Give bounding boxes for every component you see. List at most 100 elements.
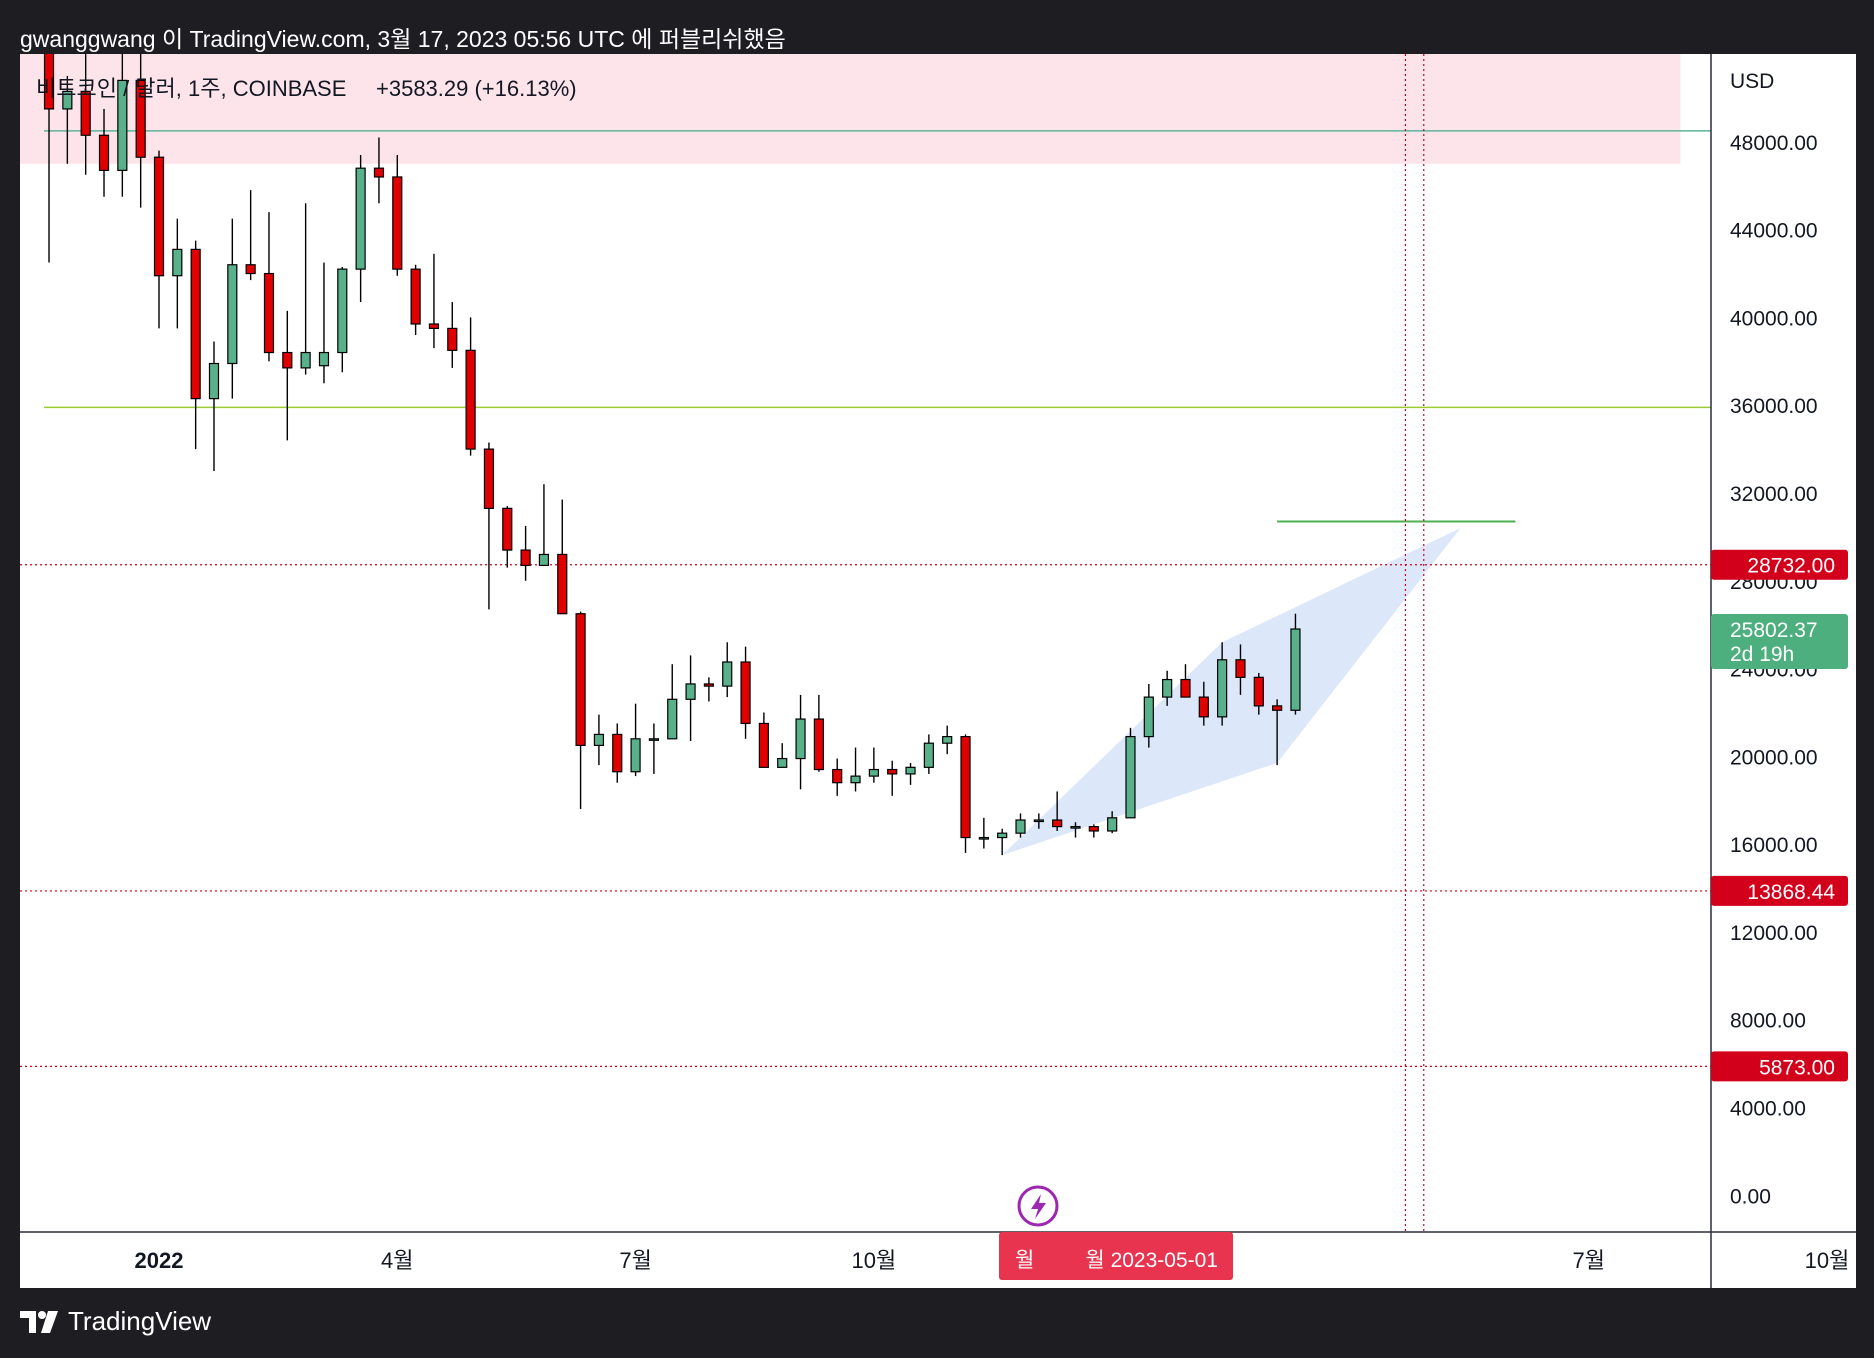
candle[interactable] xyxy=(135,54,146,208)
candle[interactable] xyxy=(1180,664,1191,698)
candle[interactable] xyxy=(1125,727,1136,819)
candle[interactable] xyxy=(1217,642,1228,726)
candle[interactable] xyxy=(43,54,55,263)
y-tick-label: 36000.00 xyxy=(1730,395,1818,418)
y-tick-label: 8000.00 xyxy=(1730,1010,1806,1033)
candle[interactable] xyxy=(685,655,696,741)
candle[interactable] xyxy=(1088,824,1099,838)
candle[interactable] xyxy=(1033,813,1044,829)
candle[interactable] xyxy=(1198,681,1209,726)
candlestick-chart[interactable]: USD 0.00 4000.00 8000.00 12000.00 16000.00 20… xyxy=(20,54,1856,1288)
price-level-tag-text: 28732.00 xyxy=(1747,555,1835,578)
candle[interactable] xyxy=(245,190,256,281)
y-tick-label: 16000.00 xyxy=(1730,834,1818,857)
candle[interactable] xyxy=(373,137,385,204)
candle[interactable] xyxy=(758,712,769,768)
candle[interactable] xyxy=(117,54,128,197)
candle[interactable] xyxy=(98,108,110,197)
candle[interactable] xyxy=(832,758,843,796)
candle[interactable] xyxy=(777,743,788,768)
candle[interactable] xyxy=(355,155,366,303)
candle[interactable] xyxy=(1272,699,1283,766)
candle[interactable] xyxy=(337,266,348,373)
candle[interactable] xyxy=(667,664,678,740)
candle[interactable] xyxy=(575,611,586,810)
price-level-tag: 13868.44 xyxy=(1711,875,1848,906)
candle[interactable] xyxy=(428,253,440,349)
y-tick-label: 4000.00 xyxy=(1730,1098,1806,1121)
candle[interactable] xyxy=(1107,811,1118,834)
chart-frame: USD 0.00 4000.00 8000.00 12000.00 16000.00 20… xyxy=(20,54,1856,1288)
candle[interactable] xyxy=(795,694,806,790)
candle[interactable] xyxy=(593,714,605,766)
legend-change: +3583.29 (+16.13%) xyxy=(376,76,577,101)
candle[interactable] xyxy=(648,723,660,774)
candle[interactable] xyxy=(905,762,916,785)
candle[interactable] xyxy=(1070,822,1081,838)
y-tick-label: 48000.00 xyxy=(1730,132,1818,155)
candle[interactable] xyxy=(850,747,861,792)
candle[interactable] xyxy=(1253,672,1264,715)
candle[interactable] xyxy=(1052,791,1063,831)
candle[interactable] xyxy=(813,694,824,772)
candle[interactable] xyxy=(465,317,476,456)
candle[interactable] xyxy=(942,725,953,755)
candle[interactable] xyxy=(520,525,531,581)
candle[interactable] xyxy=(923,734,934,774)
y-tick-label: 44000.00 xyxy=(1730,220,1818,243)
price-level-tag: 28732.00 xyxy=(1711,549,1848,580)
tradingview-logo-icon xyxy=(20,1310,58,1333)
candle[interactable] xyxy=(1290,613,1301,715)
candle[interactable] xyxy=(868,747,879,783)
candle[interactable] xyxy=(502,506,513,568)
legend-symbol: 비트코인 / 달러, 1주, COINBASE xyxy=(36,76,346,101)
candle[interactable] xyxy=(153,150,165,329)
candle[interactable] xyxy=(227,218,238,399)
candle[interactable] xyxy=(960,734,971,853)
crosshair-time-label: 월 월 2023-05-01 xyxy=(999,1232,1233,1280)
candle[interactable] xyxy=(1143,683,1154,748)
candle[interactable] xyxy=(318,262,330,384)
last-price-text: 25802.37 xyxy=(1730,619,1818,642)
candle[interactable] xyxy=(282,310,293,441)
y-tick-label: 20000.00 xyxy=(1730,746,1818,769)
candle[interactable] xyxy=(300,203,311,375)
x-tick-label: 2022 xyxy=(135,1248,184,1273)
price-level-tag: 5873.00 xyxy=(1711,1051,1848,1082)
y-tick-label: 40000.00 xyxy=(1730,307,1818,330)
candle[interactable] xyxy=(447,302,458,368)
candle[interactable] xyxy=(740,646,751,739)
candle[interactable] xyxy=(703,677,715,702)
candle[interactable] xyxy=(392,155,403,276)
candle[interactable] xyxy=(1015,813,1026,838)
candle[interactable] xyxy=(887,760,898,796)
candle[interactable] xyxy=(1235,644,1246,695)
candle[interactable] xyxy=(483,442,495,610)
candle[interactable] xyxy=(722,642,733,698)
candle[interactable] xyxy=(80,54,91,175)
candle[interactable] xyxy=(172,218,183,329)
candle[interactable] xyxy=(1162,670,1173,706)
candle[interactable] xyxy=(978,817,989,849)
candle[interactable] xyxy=(630,703,641,777)
tradingview-brand: TradingView xyxy=(68,1306,212,1336)
candle[interactable] xyxy=(263,212,275,362)
wedge-pattern-top xyxy=(1002,528,1461,856)
candle[interactable] xyxy=(538,484,550,567)
candle[interactable] xyxy=(62,76,73,164)
candle[interactable] xyxy=(997,828,1008,856)
wedge-pattern xyxy=(1002,528,1461,856)
x-tick-label: 7월 xyxy=(619,1248,651,1273)
y-tick-label: 12000.00 xyxy=(1730,922,1818,945)
x-tick-label: 4월 xyxy=(381,1248,413,1273)
tradingview-footer: TradingView xyxy=(20,1306,211,1337)
y-tick-label: 32000.00 xyxy=(1730,483,1818,506)
candle[interactable] xyxy=(190,240,201,450)
candle[interactable] xyxy=(208,341,220,472)
candle[interactable] xyxy=(557,499,568,615)
candle[interactable] xyxy=(410,264,421,335)
lightning-icon[interactable] xyxy=(1017,1185,1059,1227)
candle[interactable] xyxy=(612,723,623,783)
y-tick-label: 0.00 xyxy=(1730,1185,1771,1208)
